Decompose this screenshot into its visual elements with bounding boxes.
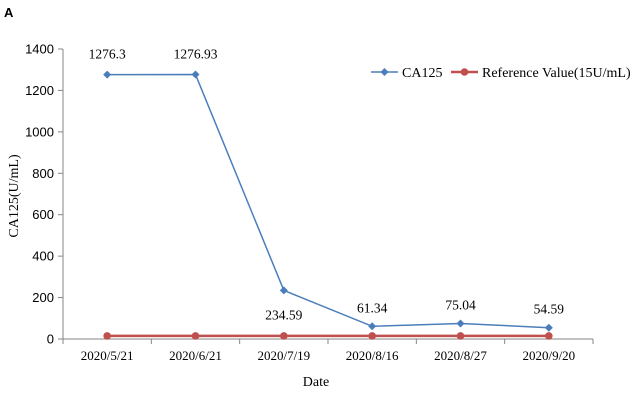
panel-label: A [4,5,14,20]
y-tick-label: 1000 [25,124,54,139]
data-markers [103,70,553,340]
axes [58,48,594,344]
y-tick-label: 400 [32,249,54,264]
y-tick-label: 200 [32,290,54,305]
legend-reference-label: Reference Value(15U/mL) [482,66,631,81]
reference-point [280,332,288,340]
ca125-point [544,323,553,332]
x-tick-labels: 2020/5/21 2020/6/21 2020/7/19 2020/8/16 2020… [81,348,575,363]
y-tick-label: 0 [47,332,54,347]
ca125-data-label: 75.04 [445,297,476,312]
y-tick-label: 1200 [25,83,54,98]
y-tick-label: 800 [32,166,54,181]
ca125-point [279,286,288,295]
ca125-point [456,319,465,328]
reference-point [103,332,111,340]
y-tick-labels: 0 200 400 600 800 1000 1200 1400 [25,42,54,347]
y-tick-label: 600 [32,207,54,222]
reference-point [456,332,465,340]
x-tick-label: 2020/9/20 [522,348,575,363]
ca125-data-label: 61.34 [357,300,388,315]
ca125-data-label: 1276.3 [89,47,126,62]
y-axis-title: CA125(U/mL) [7,154,22,238]
x-tick-label: 2020/6/21 [169,348,222,363]
legend-ca125-marker [380,68,389,76]
x-tick-label: 2020/7/19 [257,348,310,363]
legend: CA125 Reference Value(15U/mL) [371,66,631,81]
legend-reference-marker [460,68,469,76]
y-tick-label: 1400 [25,42,54,57]
legend-ca125-label: CA125 [402,66,442,81]
ca125-data-label: 1276.93 [174,46,218,61]
reference-point [545,332,553,340]
x-axis-title: Date [303,375,329,390]
ca125-data-label: 234.59 [265,307,302,322]
ca125-point [191,70,200,79]
ca125-point [103,70,112,79]
data-labels: 1276.3 1276.93 234.59 61.34 75.04 54.59 [89,46,565,322]
x-tick-label: 2020/8/27 [434,348,487,363]
series-lines [107,73,549,338]
x-tick-label: 2020/8/16 [346,348,399,363]
ca125-data-label: 54.59 [534,302,565,317]
ca125-line [107,73,549,329]
x-tick-label: 2020/5/21 [81,348,134,363]
ca125-point [368,322,377,331]
reference-point [368,332,376,340]
reference-point [191,332,200,340]
